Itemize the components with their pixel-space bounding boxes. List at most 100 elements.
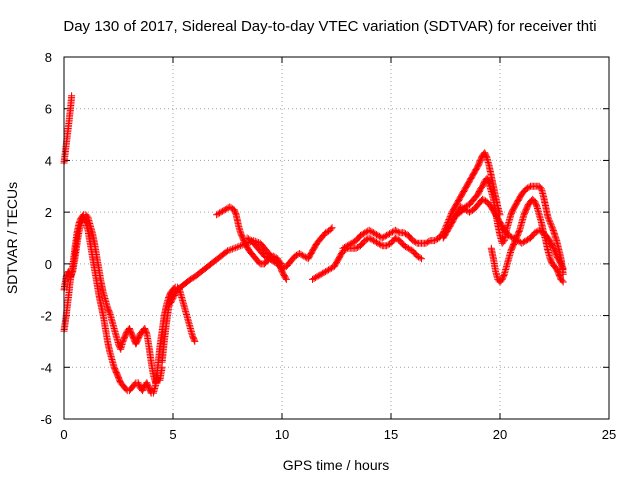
data-point	[349, 238, 357, 246]
y-tick-label: 0	[45, 257, 52, 272]
data-point	[346, 240, 354, 248]
data-point	[384, 241, 392, 249]
data-point	[522, 185, 530, 193]
data-point	[361, 229, 369, 237]
data-point	[310, 275, 318, 282]
data-point	[406, 245, 414, 253]
data-point	[323, 228, 331, 236]
data-point	[264, 254, 271, 262]
data-point	[282, 275, 290, 283]
data-point	[386, 230, 393, 238]
data-point	[218, 207, 226, 215]
data-point	[319, 269, 327, 277]
data-point	[268, 256, 276, 264]
data-point	[409, 237, 417, 245]
data-point	[230, 244, 238, 252]
y-tick-label: 8	[45, 50, 52, 65]
data-point	[365, 234, 373, 242]
y-tick-label: -6	[40, 412, 52, 427]
data-point	[172, 289, 180, 297]
data-point	[311, 274, 319, 282]
data-point	[432, 236, 440, 244]
data-point	[370, 229, 378, 237]
x-tick-label: 10	[275, 427, 289, 442]
data-point	[326, 265, 334, 273]
data-point	[457, 203, 465, 211]
data-point	[480, 196, 488, 204]
data-point	[521, 237, 529, 245]
data-point	[228, 245, 236, 253]
data-point	[269, 257, 277, 265]
data-point	[261, 252, 269, 260]
data-point	[361, 237, 369, 245]
data-point	[500, 272, 508, 279]
data-point	[423, 238, 431, 246]
data-point	[191, 337, 199, 345]
data-point	[422, 239, 430, 247]
data-point	[225, 246, 233, 254]
data-point	[377, 241, 385, 249]
data-point	[548, 242, 556, 250]
data-point	[545, 216, 553, 224]
data-point	[548, 222, 556, 230]
data-point	[186, 275, 194, 283]
x-tick-label: 5	[169, 427, 176, 442]
data-point	[222, 248, 230, 256]
data-point	[544, 213, 552, 221]
data-point	[410, 237, 418, 245]
data-point	[393, 227, 401, 235]
data-point	[320, 269, 328, 276]
data-point	[188, 275, 196, 282]
data-point	[547, 219, 554, 227]
data-point	[232, 244, 240, 252]
data-point	[243, 234, 251, 242]
data-point	[446, 213, 454, 221]
plot-frame	[63, 56, 610, 420]
data-point	[381, 232, 389, 240]
data-point	[558, 277, 566, 285]
data-point	[387, 229, 395, 237]
y-tick-label: 6	[45, 102, 52, 117]
data-point	[374, 231, 382, 239]
data-point	[221, 206, 229, 214]
data-point	[467, 207, 475, 215]
data-point	[343, 242, 351, 250]
data-point	[327, 225, 335, 233]
data-point	[524, 236, 532, 244]
data-point	[359, 230, 367, 238]
data-point	[402, 230, 409, 238]
data-point	[367, 235, 375, 243]
data-point	[358, 231, 366, 239]
data-point	[235, 242, 243, 250]
data-point	[339, 244, 347, 252]
data-point	[357, 231, 364, 239]
data-point	[322, 268, 330, 276]
x-axis-label: GPS time / hours	[283, 457, 390, 473]
data-point	[519, 238, 527, 246]
data-point	[317, 270, 325, 278]
data-point	[545, 215, 553, 223]
data-point	[316, 271, 324, 279]
chart-title: Day 130 of 2017, Sidereal Day-to-day VTE…	[63, 18, 596, 35]
data-point	[224, 247, 231, 255]
data-point	[479, 195, 487, 203]
data-point	[400, 242, 408, 250]
data-point	[524, 184, 532, 192]
x-tick-label: 0	[60, 427, 67, 442]
data-point	[374, 239, 382, 247]
data-point	[402, 243, 409, 251]
data-point	[559, 265, 567, 273]
data-point	[227, 246, 235, 254]
data-point	[271, 258, 279, 266]
data-point	[373, 238, 380, 246]
data-point	[278, 265, 286, 273]
data-point	[291, 252, 299, 260]
data-point	[298, 251, 306, 259]
data-point	[550, 245, 558, 253]
data-points	[60, 92, 567, 397]
data-point	[546, 218, 554, 226]
data-point	[295, 250, 303, 257]
data-point	[371, 237, 379, 245]
y-tick-label: -4	[40, 360, 52, 375]
data-point	[431, 237, 439, 245]
